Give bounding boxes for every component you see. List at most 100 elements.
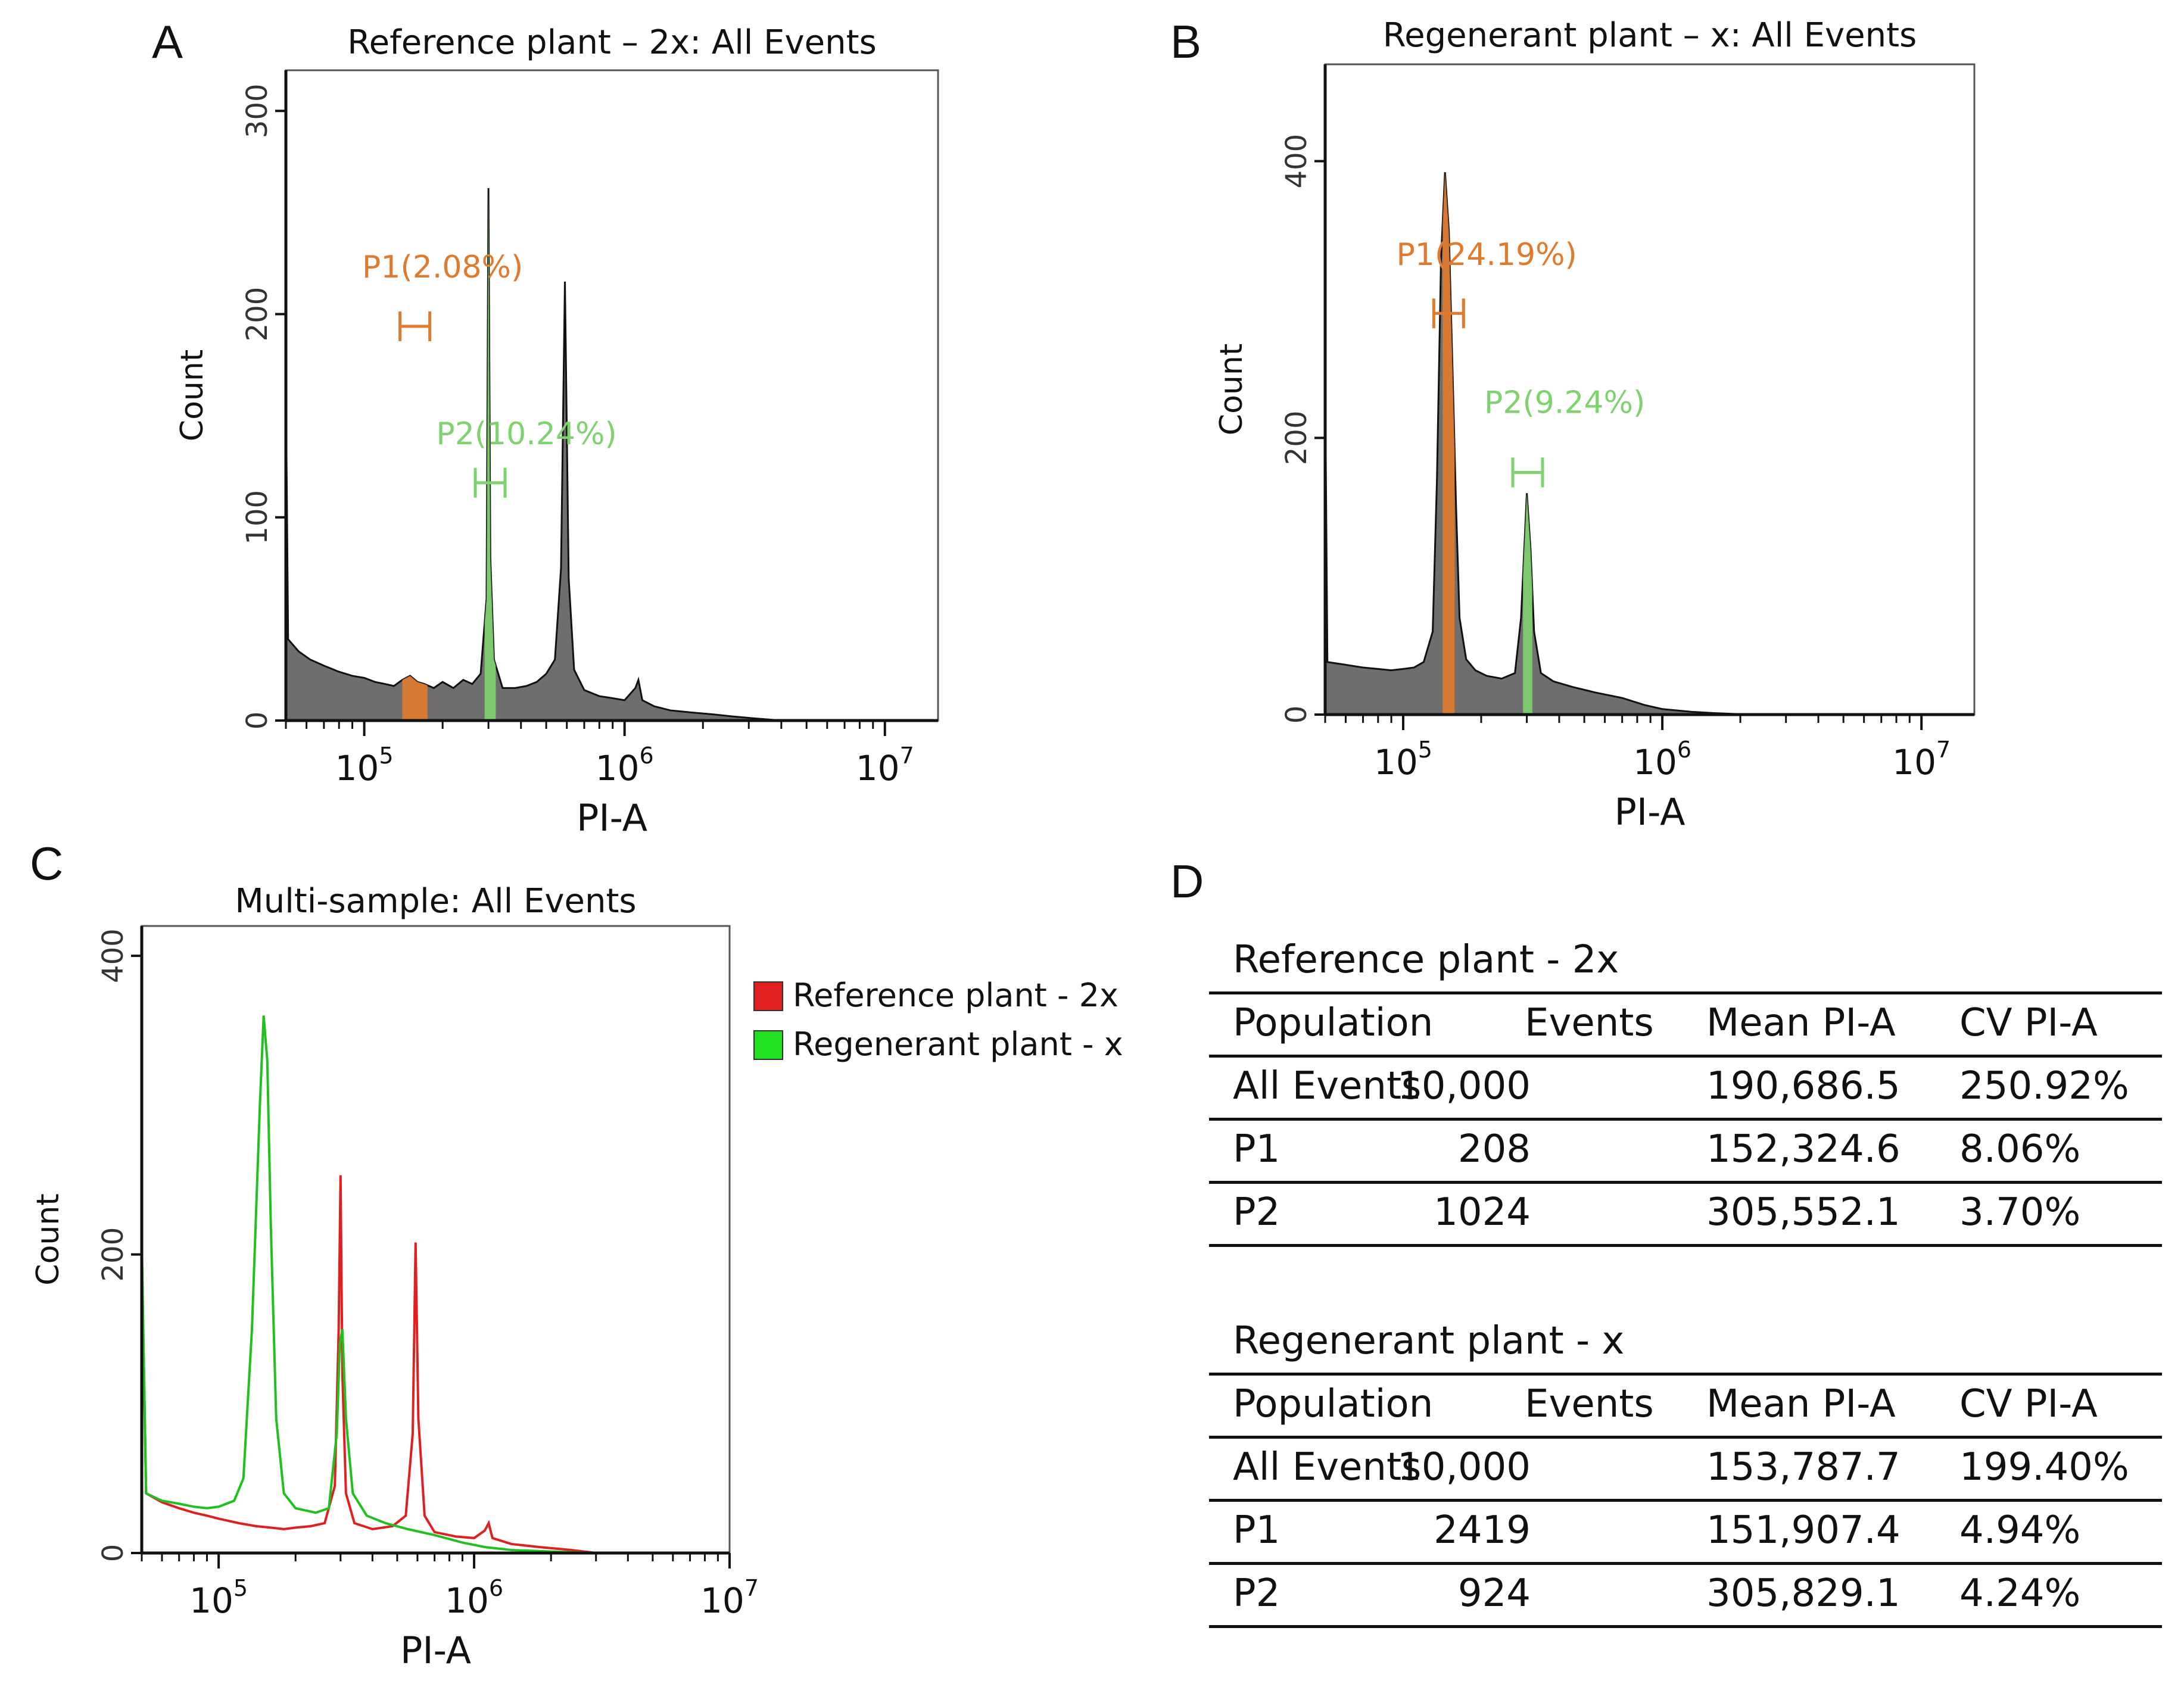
row-p1-population: P1 [1233,1127,1281,1171]
table-rule [1209,1118,2162,1121]
chart-a-x-label: PI-A [577,796,647,840]
chart-a-y-tick-label: 100 [241,490,274,545]
chart-c-series-reference [141,1175,730,1554]
legend-swatch-reference [753,981,783,1011]
chart-b-x-tick-label: 107 [1892,737,1951,782]
chart-b-gate-p1-label: P1(24.19%) [1397,237,1577,273]
chart-c-title: Multi-sample: All Events [235,882,636,921]
row-all-events-population: All Events [1233,1064,1422,1108]
table-rule [1209,1181,2162,1184]
table-rule [1209,1499,2162,1502]
legend-label-regenerant: Regenerant plant - x [793,1025,1123,1063]
row-p2-cv: 4.24% [1959,1571,2081,1616]
chart-a-y-label: Count [175,350,210,441]
panel-letter-a: A [152,15,183,68]
row-p2-population: P2 [1233,1571,1281,1616]
row-all-events-cv: 199.40% [1959,1445,2129,1489]
legend-swatch-regenerant [753,1030,783,1060]
chart-c-y-tick-label: 400 [96,928,130,983]
chart-c-series-regenerant [141,1015,730,1554]
row-p1-events: 2419 [1434,1508,1531,1552]
chart-b-gate-p1-marker [1432,298,1465,329]
chart-a-x-tick-label: 106 [596,743,654,788]
header-events: Events [1525,1001,1654,1045]
table-rule [1209,1373,2162,1376]
table-rule [1209,1625,2162,1628]
row-p1-population: P1 [1233,1508,1281,1552]
chart-a-gate-p1-region [402,675,428,721]
chart-c-x-tick-label: 105 [189,1575,248,1621]
header-cv: CV PI-A [1959,1001,2098,1045]
chart-b-y-label: Count [1214,344,1250,435]
chart-b-gate-p2-label: P2(9.24%) [1484,385,1645,420]
table-title: Reference plant - 2x [1233,938,1619,982]
header-mean: Mean PI-A [1706,1001,1896,1045]
table-rule [1209,1562,2162,1565]
table-rule [1209,1055,2162,1058]
header-population: Population [1233,1382,1434,1426]
header-events: Events [1525,1382,1654,1426]
row-all-events-population: All Events [1233,1445,1422,1489]
table-rule [1209,1244,2162,1247]
chart-b-gate-p2-region [1523,493,1532,715]
chart-c-x-tick-label: 106 [445,1575,503,1621]
chart-c-x-label: PI-A [400,1629,471,1672]
row-all-events-events: 10,000 [1397,1064,1531,1108]
row-all-events-mean: 190,686.5 [1706,1064,1901,1108]
legend-label-reference: Reference plant - 2x [793,977,1119,1014]
chart-a-histogram-area [285,188,938,722]
chart-b-y-tick-label: 200 [1280,411,1313,466]
table-reference-plant: Reference plant - 2x Population Events M… [1209,938,2162,1248]
panel-letter-c: C [30,837,64,890]
panel-letter-b: B [1170,15,1202,68]
header-cv: CV PI-A [1959,1382,2098,1426]
row-p2-mean: 305,552.1 [1706,1190,1901,1234]
chart-b-histogram-area [1324,172,1974,716]
header-population: Population [1233,1001,1434,1045]
chart-a-y-tick-label: 0 [241,712,274,730]
chart-c-y-tick-label: 0 [96,1544,130,1563]
table-title: Regenerant plant - x [1233,1319,1625,1363]
chart-a-y-tick-label: 300 [241,83,274,138]
chart-a-gate-p2-label: P2(10.24%) [436,416,616,452]
row-all-events-cv: 250.92% [1959,1064,2129,1108]
chart-a-title: Reference plant – 2x: All Events [347,23,877,62]
table-regenerant-plant: Regenerant plant - x Population Events M… [1209,1319,2162,1629]
chart-a-x-tick-label: 105 [335,743,394,788]
chart-b-x-label: PI-A [1614,790,1685,834]
chart-c-plot-frame [141,925,731,1554]
table-rule [1209,1436,2162,1439]
row-p1-mean: 152,324.6 [1706,1127,1901,1171]
row-all-events-events: 10,000 [1397,1445,1531,1489]
row-p1-mean: 151,907.4 [1706,1508,1901,1552]
chart-b-gate-p1-region [1443,172,1455,715]
chart-b-y-tick-label: 0 [1280,706,1313,724]
chart-b-y-tick-label: 400 [1280,134,1313,189]
row-p2-mean: 305,829.1 [1706,1571,1901,1616]
chart-a-gate-p2-region [484,188,496,721]
row-p2-cv: 3.70% [1959,1190,2081,1234]
header-mean: Mean PI-A [1706,1382,1896,1426]
chart-b-x-tick-label: 105 [1374,737,1432,782]
chart-c-y-tick-label: 200 [96,1227,130,1282]
chart-b-x-tick-label: 106 [1633,737,1691,782]
row-p1-events: 208 [1457,1127,1531,1171]
chart-c-x-tick-label: 107 [700,1575,759,1621]
table-rule [1209,991,2162,994]
row-p2-events: 924 [1457,1571,1531,1616]
row-p2-events: 1024 [1434,1190,1531,1234]
chart-a-x-tick-label: 107 [856,743,914,788]
row-p1-cv: 4.94% [1959,1508,2081,1552]
chart-a-gate-p2-marker [473,467,507,498]
chart-b-title: Regenerant plant – x: All Events [1383,16,1917,55]
chart-b-gate-p2-marker [1511,457,1544,488]
row-p1-cv: 8.06% [1959,1127,2081,1171]
panel-letter-d: D [1170,855,1204,908]
row-all-events-mean: 153,787.7 [1706,1445,1901,1489]
chart-b-plot-frame [1324,63,1976,716]
row-p2-population: P2 [1233,1190,1281,1234]
chart-a-gate-p1-marker [398,311,432,341]
chart-a-plot-frame [285,69,939,722]
chart-a-gate-p1-label: P1(2.08%) [362,250,523,285]
